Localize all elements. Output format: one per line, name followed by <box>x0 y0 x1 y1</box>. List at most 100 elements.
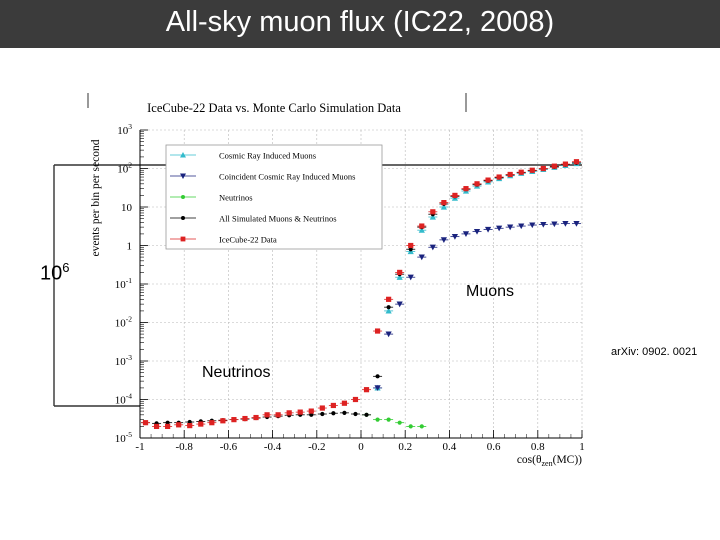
icecube-22-data-point <box>485 177 491 183</box>
chart-title: IceCube-22 Data vs. Monte Carlo Simulati… <box>147 101 401 115</box>
y-tick-label: 10-1 <box>115 276 132 291</box>
icecube-22-data-point <box>176 422 182 428</box>
x-tick-label: -0.4 <box>264 441 282 453</box>
x-tick-label: 0.6 <box>487 441 501 453</box>
icecube-22-data-point <box>430 209 436 215</box>
coincident-cosmic-ray-induced-muons-point <box>540 221 547 228</box>
icecube-22-data-point <box>319 405 325 411</box>
icecube-22-data-point <box>474 181 480 187</box>
icecube-22-data-point <box>286 410 292 416</box>
coincident-cosmic-ray-induced-muons-point <box>440 237 447 243</box>
coincident-cosmic-ray-induced-muons-point <box>529 222 536 229</box>
y-axis-label: events per bin per second <box>90 139 102 256</box>
icecube-22-data-point <box>142 420 149 426</box>
all-simulated-muons-neutrinos-point <box>408 247 413 252</box>
y-tick-label: 10-4 <box>115 392 132 407</box>
coincident-cosmic-ray-induced-muons-point <box>518 223 525 230</box>
icecube-22-data-point <box>275 412 281 418</box>
icecube-22-data-point <box>352 396 359 403</box>
x-axis-label: cos(θzen(MC)) <box>517 454 582 468</box>
icecube-22-data-point <box>386 296 392 302</box>
icecube-22-data-point <box>363 387 370 393</box>
legend-marker <box>180 173 186 179</box>
icecube-22-data-point <box>397 269 403 276</box>
coincident-cosmic-ray-induced-muons-point <box>551 221 558 228</box>
x-tick-label: 0.4 <box>443 441 457 453</box>
icecube-22-data-point <box>253 414 259 421</box>
muons-label: Muons <box>466 283 515 300</box>
coincident-cosmic-ray-induced-muons-point <box>407 274 414 281</box>
y-tick-label: 10-2 <box>115 315 132 330</box>
icecube-22-data-point <box>297 409 303 415</box>
legend-marker <box>180 152 186 158</box>
icecube-22-data-point <box>165 423 171 430</box>
icecube-22-data-point <box>209 420 215 426</box>
icecube-22-data-point <box>242 415 248 422</box>
icecube-22-data-point <box>496 174 502 180</box>
icecube-22-data-point <box>529 167 535 173</box>
coincident-cosmic-ray-induced-muons-point <box>385 331 392 338</box>
icecube-22-data-point <box>231 417 237 423</box>
icecube-22-data-point <box>452 192 458 199</box>
icecube-22-data-point <box>562 161 569 167</box>
rate-exponent: 6 <box>62 260 70 275</box>
all-simulated-muons-neutrinos-point <box>320 411 325 417</box>
legend-label: All Simulated Muons & Neutrinos <box>219 214 337 224</box>
cosmic-ray-induced-muons-point <box>418 227 425 233</box>
legend: Cosmic Ray Induced Muons Coincident Cosmi… <box>165 144 383 250</box>
icecube-22-data-point <box>264 412 270 418</box>
neutrinos-point <box>397 420 402 425</box>
cosmic-ray-induced-muons-point <box>429 213 436 220</box>
coincident-cosmic-ray-induced-muons-point <box>484 226 492 233</box>
coincident-cosmic-ray-induced-muons-point <box>562 221 569 227</box>
y-tick-label: 102 <box>117 161 132 176</box>
x-tick-label: 0 <box>358 441 364 453</box>
icecube-22-data-point <box>507 171 513 178</box>
all-simulated-muons-neutrinos-point <box>364 412 369 417</box>
legend-box <box>165 144 383 250</box>
cosmic-ray-induced-muons-point <box>385 307 392 314</box>
icecube-22-data-point <box>540 165 546 172</box>
coincident-cosmic-ray-induced-muons-point <box>451 234 459 240</box>
neutrinos-point <box>419 424 424 429</box>
coincident-cosmic-ray-induced-muons-point <box>429 244 436 251</box>
icecube-22-data-point <box>308 408 314 414</box>
neutrinos-point <box>386 417 391 422</box>
y-tick-label: 10-5 <box>115 430 132 445</box>
x-tick-label: -1 <box>135 441 144 453</box>
x-tick-label: -0.2 <box>308 441 325 453</box>
arxiv-reference: arXiv: 0902. 0021 <box>611 346 698 358</box>
icecube-22-data-point <box>153 423 160 430</box>
slide-title: All-sky muon flux (IC22, 2008) <box>165 6 555 38</box>
all-simulated-muons-neutrinos-point <box>342 410 347 415</box>
all-simulated-muons-neutrinos-point <box>375 374 380 379</box>
icecube-22-data-point <box>330 402 336 409</box>
coincident-cosmic-ray-induced-muons-point <box>473 228 481 235</box>
x-tick-label: -0.6 <box>220 441 238 453</box>
icecube-22-data-point <box>518 169 524 175</box>
x-tick-label: -0.8 <box>175 441 193 453</box>
coincident-cosmic-ray-induced-muons-point <box>396 301 403 308</box>
coincident-cosmic-ray-induced-muons-point <box>418 254 425 261</box>
all-simulated-muons-neutrinos-point <box>165 420 170 425</box>
icecube-22-data-point <box>341 400 348 406</box>
neutrinos-point <box>375 417 380 422</box>
icecube-22-data-point <box>463 186 469 192</box>
coincident-cosmic-ray-induced-muons-point <box>462 231 470 238</box>
legend-label: Coincident Cosmic Ray Induced Muons <box>219 172 355 182</box>
y-tick-label: 1 <box>127 241 133 253</box>
legend-label: Cosmic Ray Induced Muons <box>219 151 316 161</box>
coincident-cosmic-ray-induced-muons-point <box>496 225 503 232</box>
data-points <box>141 159 581 430</box>
legend-marker <box>180 236 186 242</box>
icecube-22-data-point <box>441 200 447 206</box>
icecube-22-data-point <box>573 159 580 165</box>
legend-marker <box>181 216 185 220</box>
legend-label: Neutrinos <box>219 193 253 203</box>
x-tick-label: 0.2 <box>398 441 412 453</box>
icecube-22-data-point <box>198 421 204 427</box>
y-tick-label: 103 <box>117 122 132 137</box>
icecube-22-data-point <box>551 163 557 169</box>
cosmic-ray-induced-muons-point <box>440 203 447 210</box>
